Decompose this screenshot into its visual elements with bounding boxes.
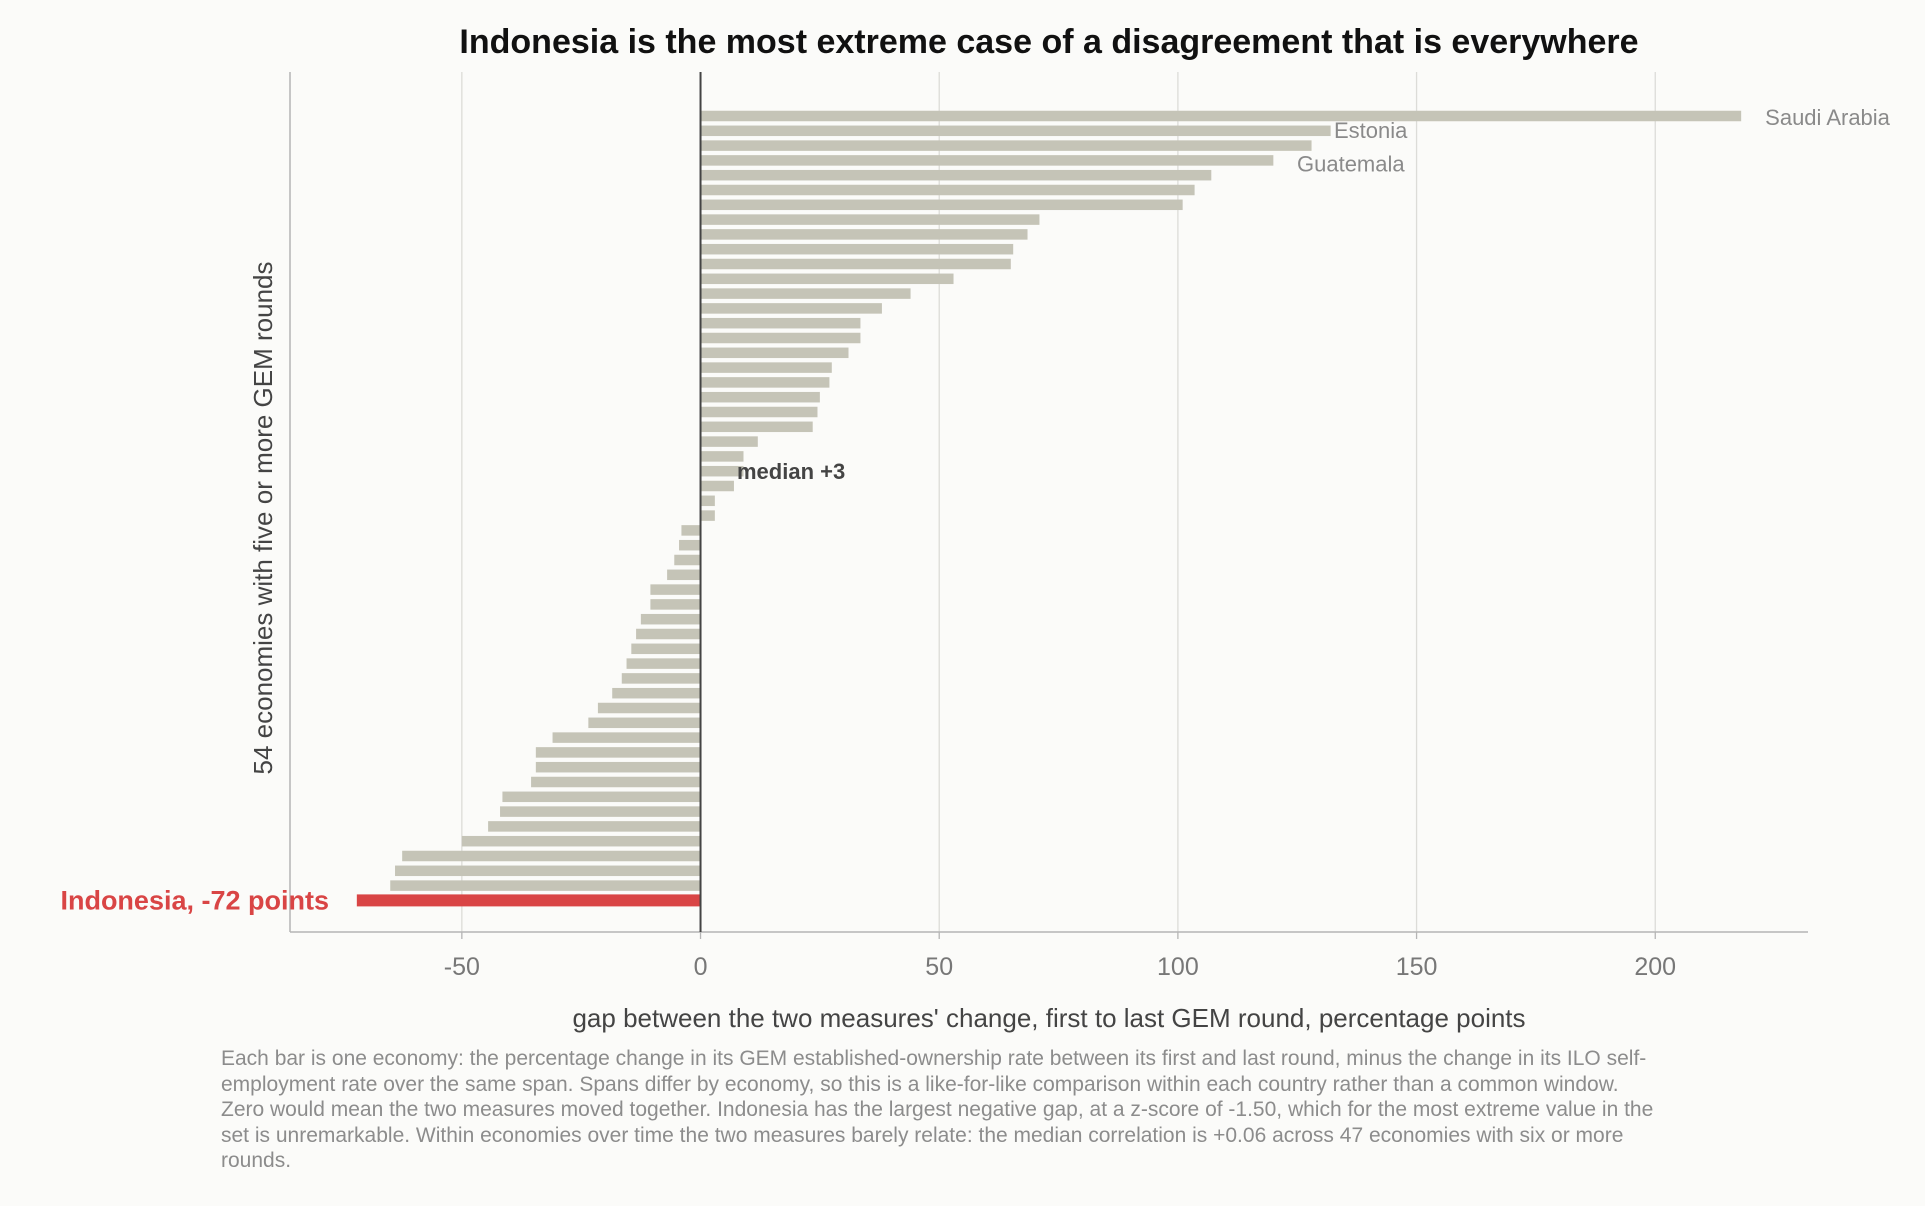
bar <box>674 554 701 566</box>
bar <box>631 643 701 655</box>
bar <box>535 761 701 773</box>
bar-labels: Saudi Arabia Estonia Guatemala Indonesia, -… <box>60 105 1890 915</box>
bar <box>621 673 701 684</box>
bar <box>700 110 1742 122</box>
bar <box>700 406 818 418</box>
bar <box>700 347 849 359</box>
bar <box>402 850 701 862</box>
economy-label: Estonia <box>1334 118 1408 143</box>
bar <box>395 865 701 877</box>
bar <box>700 377 830 388</box>
highlight-label: Indonesia, -72 points <box>60 885 329 915</box>
bar <box>700 229 1028 240</box>
bar <box>700 125 1331 137</box>
bar <box>700 421 813 433</box>
bar <box>390 880 701 891</box>
tick-label: 0 <box>694 953 708 981</box>
bar <box>700 465 744 477</box>
tick-label: 150 <box>1396 953 1438 981</box>
footnote: Each bar is one economy: the percentage … <box>221 1047 1654 1172</box>
bar <box>700 140 1312 151</box>
x-ticks: -50 0 50 100 150 200 <box>444 932 1676 981</box>
highlight-bar <box>356 894 701 907</box>
bar <box>700 288 911 299</box>
bar <box>667 569 701 581</box>
bar <box>700 510 715 521</box>
bar <box>700 214 1040 225</box>
tick-label: 200 <box>1634 953 1676 981</box>
bar <box>700 199 1183 211</box>
bars <box>356 110 1742 907</box>
bar <box>700 303 882 314</box>
bar <box>502 791 701 803</box>
economy-label: Guatemala <box>1297 151 1405 176</box>
bar <box>552 732 701 743</box>
tick-label: 100 <box>1157 953 1199 981</box>
bar <box>461 835 701 847</box>
bar <box>700 332 861 344</box>
bar <box>700 155 1274 166</box>
bar <box>500 806 701 817</box>
y-axis-label: 54 economies with five or more GEM round… <box>248 262 278 775</box>
bar <box>700 184 1195 196</box>
bar <box>650 584 701 595</box>
bar <box>700 169 1212 181</box>
bar <box>626 658 701 669</box>
bar <box>700 243 1014 255</box>
median-label: median +3 <box>737 459 845 484</box>
bar <box>535 747 701 758</box>
x-axis-label: gap between the two measures' change, fi… <box>572 1003 1525 1033</box>
bar <box>700 495 715 507</box>
tick-label: 50 <box>925 953 953 981</box>
economy-label: Saudi Arabia <box>1765 105 1891 130</box>
bar <box>700 317 861 329</box>
bar <box>679 539 701 551</box>
bar <box>700 273 954 285</box>
bar <box>700 451 744 462</box>
tick-label: -50 <box>444 953 480 981</box>
bar <box>640 613 701 625</box>
bar <box>612 687 701 699</box>
bar <box>650 599 701 610</box>
bar <box>681 525 701 536</box>
bar <box>488 821 701 832</box>
axes <box>289 72 1808 933</box>
bar <box>700 391 820 403</box>
bar <box>700 362 832 373</box>
bar <box>700 480 734 492</box>
bar <box>700 258 1011 270</box>
bar <box>636 628 701 640</box>
bar <box>588 717 701 729</box>
bar <box>531 776 701 788</box>
chart-title: Indonesia is the most extreme case of a … <box>459 23 1638 61</box>
bar <box>597 702 701 714</box>
bar <box>700 436 758 447</box>
